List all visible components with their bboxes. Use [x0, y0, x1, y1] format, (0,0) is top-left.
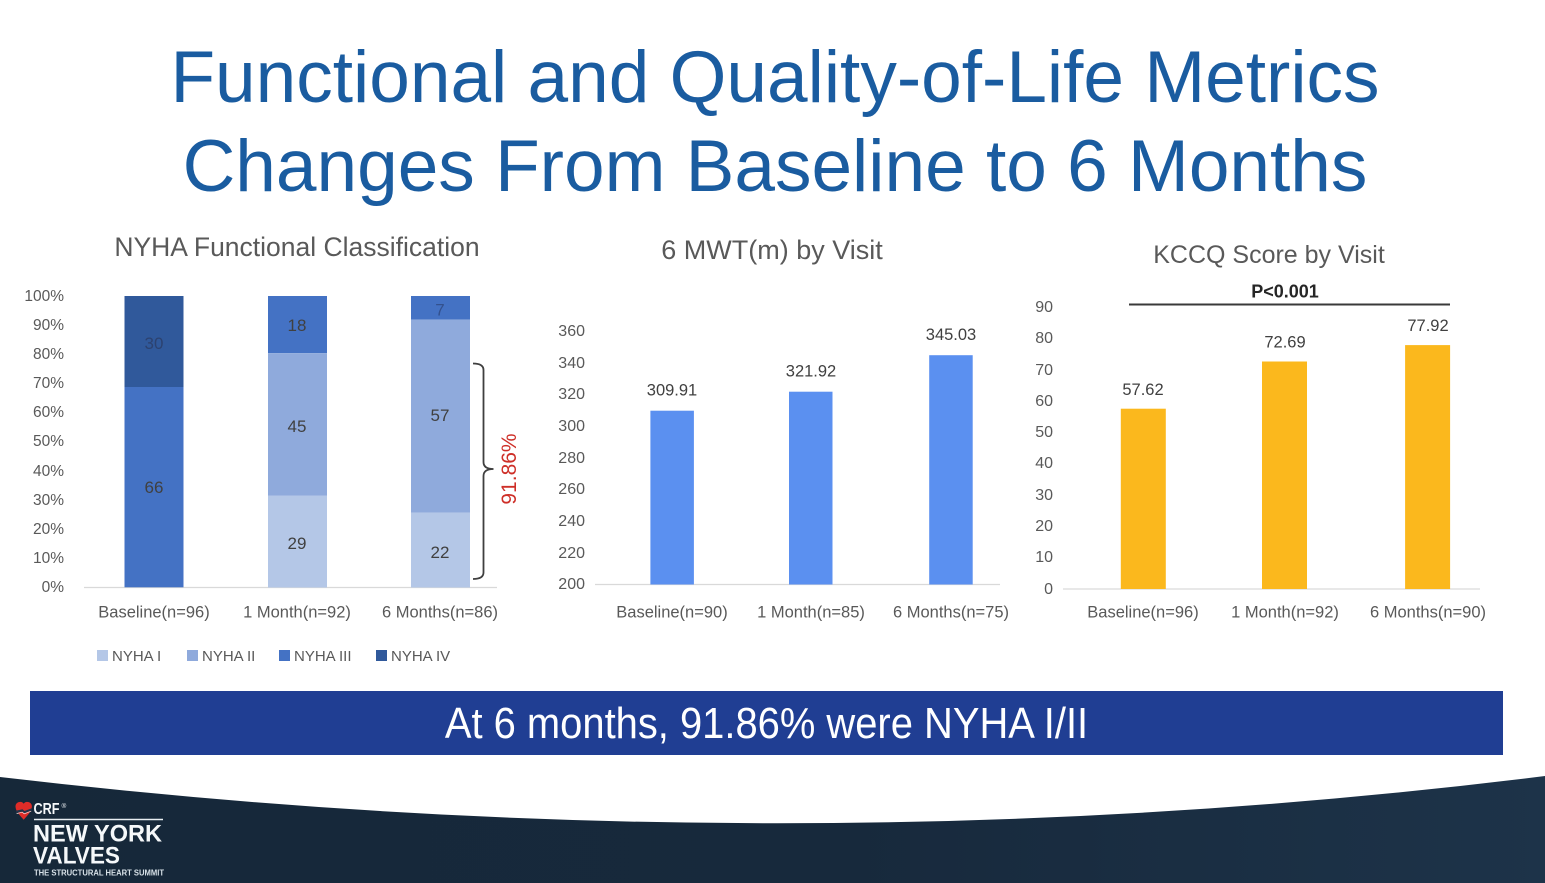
svg-text:NYHA III: NYHA III	[294, 648, 352, 665]
svg-text:30: 30	[145, 334, 164, 353]
svg-text:70%: 70%	[33, 375, 64, 392]
svg-text:280: 280	[558, 450, 585, 467]
svg-text:NYHA I: NYHA I	[112, 648, 161, 665]
svg-text:91.86%: 91.86%	[498, 433, 521, 504]
svg-text:Baseline(n=96): Baseline(n=96)	[1087, 604, 1198, 622]
svg-text:40%: 40%	[33, 463, 64, 480]
svg-text:300: 300	[558, 418, 585, 435]
svg-text:18: 18	[288, 316, 307, 335]
svg-text:60%: 60%	[33, 404, 64, 421]
svg-text:6 MWT(m) by Visit: 6 MWT(m) by Visit	[661, 235, 883, 265]
svg-text:80%: 80%	[33, 346, 64, 363]
svg-text:30%: 30%	[33, 492, 64, 509]
svg-text:P<0.001: P<0.001	[1251, 282, 1319, 302]
svg-text:57.62: 57.62	[1122, 381, 1163, 399]
svg-text:309.91: 309.91	[647, 382, 697, 400]
svg-text:6 Months(n=90): 6 Months(n=90)	[1370, 604, 1486, 622]
svg-text:66: 66	[145, 478, 164, 497]
svg-text:CRF: CRF	[34, 801, 60, 818]
svg-text:57: 57	[431, 406, 450, 425]
svg-text:50%: 50%	[33, 433, 64, 450]
svg-text:1 Month(n=85): 1 Month(n=85)	[757, 604, 865, 622]
svg-text:321.92: 321.92	[786, 363, 836, 381]
svg-text:THE STRUCTURAL HEART SUMMIT: THE STRUCTURAL HEART SUMMIT	[34, 869, 164, 878]
svg-text:200: 200	[558, 576, 585, 593]
svg-text:220: 220	[558, 545, 585, 562]
svg-text:90: 90	[1035, 299, 1053, 316]
svg-text:KCCQ Score by Visit: KCCQ Score by Visit	[1153, 241, 1385, 269]
svg-text:NYHA II: NYHA II	[202, 648, 255, 665]
svg-text:1 Month(n=92): 1 Month(n=92)	[1231, 604, 1339, 622]
svg-text:29: 29	[288, 534, 307, 553]
svg-text:VALVES: VALVES	[33, 843, 120, 870]
svg-text:72.69: 72.69	[1264, 334, 1305, 352]
svg-text:1 Month(n=92): 1 Month(n=92)	[243, 604, 351, 622]
svg-text:40: 40	[1035, 455, 1053, 472]
svg-text:20%: 20%	[33, 521, 64, 538]
svg-text:6 Months(n=75): 6 Months(n=75)	[893, 604, 1009, 622]
svg-text:80: 80	[1035, 330, 1053, 347]
svg-text:®: ®	[62, 802, 67, 810]
svg-text:Baseline(n=90): Baseline(n=90)	[616, 604, 727, 622]
svg-text:77.92: 77.92	[1407, 317, 1448, 335]
svg-text:22: 22	[431, 543, 450, 562]
svg-text:100%: 100%	[24, 288, 64, 305]
svg-text:0%: 0%	[42, 579, 65, 596]
svg-text:20: 20	[1035, 518, 1053, 535]
svg-text:NYHA Functional Classification: NYHA Functional Classification	[114, 232, 479, 262]
svg-text:6 Months(n=86): 6 Months(n=86)	[382, 604, 498, 622]
svg-text:60: 60	[1035, 393, 1053, 410]
svg-text:240: 240	[558, 513, 585, 530]
svg-text:360: 360	[558, 323, 585, 340]
svg-text:7: 7	[435, 301, 444, 320]
svg-text:Baseline(n=96): Baseline(n=96)	[98, 604, 209, 622]
svg-text:NEW YORK: NEW YORK	[33, 821, 162, 848]
svg-text:320: 320	[558, 386, 585, 403]
svg-text:50: 50	[1035, 424, 1053, 441]
svg-text:70: 70	[1035, 362, 1053, 379]
svg-text:260: 260	[558, 481, 585, 498]
svg-text:10: 10	[1035, 549, 1053, 566]
svg-text:0: 0	[1044, 581, 1053, 598]
svg-text:30: 30	[1035, 487, 1053, 504]
svg-text:10%: 10%	[33, 550, 64, 567]
svg-text:90%: 90%	[33, 317, 64, 334]
svg-text:345.03: 345.03	[926, 326, 976, 344]
svg-text:340: 340	[558, 355, 585, 372]
svg-text:45: 45	[288, 417, 307, 436]
svg-text:NYHA IV: NYHA IV	[391, 648, 450, 665]
